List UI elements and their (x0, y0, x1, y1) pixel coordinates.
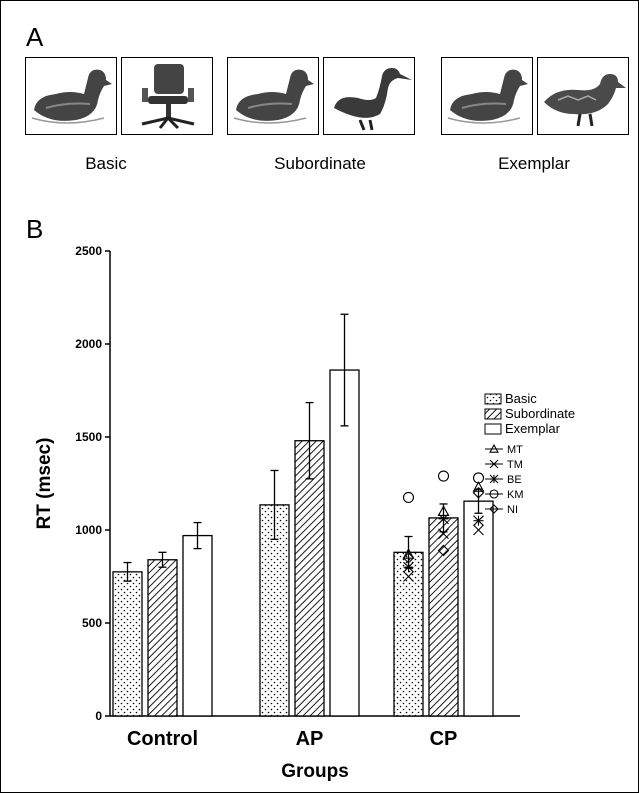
legend-label-be: BE (507, 474, 522, 486)
marker-be (473, 515, 484, 527)
legend-marker-be (489, 474, 499, 484)
bar-basic-ap (259, 504, 290, 717)
marker-km (472, 472, 485, 484)
subordinate-swan-image (323, 57, 415, 135)
legend-label-tm: TM (507, 459, 523, 471)
x-category-label: Control (127, 728, 198, 750)
exemplar-mallard-image (537, 57, 629, 135)
legend-marker-tm (489, 459, 499, 469)
panel-a-letter: A (26, 22, 44, 52)
marker-be (438, 513, 449, 525)
marker-km (402, 491, 415, 504)
basic-chair-image (121, 57, 213, 135)
bar-exemplar-cp (463, 500, 494, 717)
y-tick-label: 2500 (75, 244, 102, 258)
legend-label-basic: Basic (505, 391, 537, 406)
duck-icon (233, 69, 314, 124)
y-tick-label: 500 (82, 616, 102, 630)
legend-marker-km (489, 489, 499, 499)
y-axis-title: RT (msec) (34, 438, 55, 530)
condition-label-exemplar: Exemplar (498, 154, 570, 173)
mallard-duck-icon (544, 74, 626, 127)
marker-ni (402, 552, 415, 564)
bar-subordinate-cp (428, 517, 459, 717)
marker-mt (402, 548, 415, 559)
legend-marker-ni (489, 504, 499, 514)
legend-marker-mt (489, 443, 499, 453)
legend-swatch-basic (484, 393, 502, 405)
y-tick-label: 0 (95, 709, 102, 723)
duck-icon (447, 69, 528, 124)
x-category-label: CP (430, 728, 458, 750)
y-tick-label: 1000 (75, 523, 102, 537)
marker-mt (472, 481, 485, 492)
exemplar-duck-image (441, 57, 533, 135)
swan-icon (334, 68, 412, 131)
condition-label-basic: Basic (85, 154, 127, 173)
bar-subordinate-control (147, 559, 178, 717)
y-tick-label: 1500 (75, 430, 102, 444)
bar-exemplar-control (182, 534, 213, 717)
legend-swatch-subordinate (484, 408, 502, 420)
bar-subordinate-ap (294, 440, 325, 717)
bar-basic-control (112, 571, 143, 717)
x-axis-title: Groups (281, 761, 349, 782)
subordinate-duck-image (227, 57, 319, 135)
legend-label-exemplar: Exemplar (505, 421, 561, 436)
legend-label-subordinate: Subordinate (505, 406, 575, 421)
bar-exemplar-ap (329, 369, 360, 717)
marker-ni (472, 487, 485, 499)
legend-label-ni: NI (507, 504, 518, 516)
y-tick-label: 2000 (75, 337, 102, 351)
marker-tm (438, 528, 449, 540)
legend-label-km: KM (507, 489, 524, 501)
basic-duck-image (25, 57, 117, 135)
office-chair-icon (141, 64, 195, 130)
duck-icon (31, 69, 112, 124)
marker-tm (403, 571, 414, 582)
panel-b-letter: B (26, 214, 44, 244)
legend-label-mt: MT (507, 444, 523, 456)
marker-ni (437, 544, 450, 557)
x-category-label: AP (296, 728, 324, 750)
marker-be (403, 561, 414, 573)
marker-tm (473, 524, 484, 536)
condition-label-subordinate: Subordinate (274, 154, 366, 173)
bar-basic-cp (393, 551, 424, 717)
marker-km (437, 470, 450, 482)
legend-swatch-exemplar (484, 423, 502, 435)
